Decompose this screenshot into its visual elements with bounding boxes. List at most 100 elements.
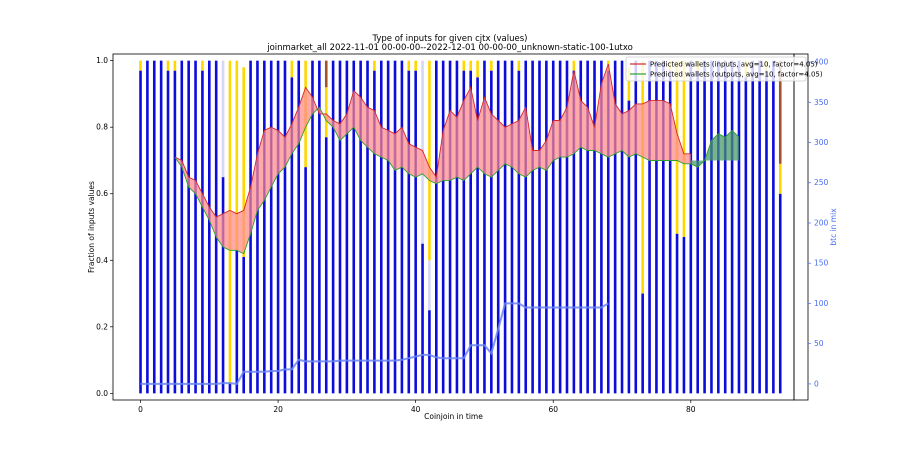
fill-segment — [560, 107, 567, 158]
bar-blue — [331, 60, 335, 394]
x-tick-label: 0 — [138, 405, 143, 414]
chart-title: Type of inputs for given cjtx (values) — [372, 34, 528, 44]
fill-segment — [422, 150, 430, 181]
y-axis-label: Fraction of inputs values — [87, 181, 96, 273]
bar-blue — [613, 60, 617, 394]
bar-blue — [778, 193, 782, 394]
bar-brown — [324, 60, 328, 88]
fill-segment — [415, 147, 423, 178]
bar-blue — [751, 60, 755, 394]
bar-blue — [421, 243, 424, 394]
fill-segment — [291, 107, 299, 154]
bar-yellow — [373, 60, 376, 71]
y-right-tick-label: 50 — [814, 339, 824, 348]
chart-subtitle: joinmarket_all 2022-11-01 00-00-00--2022… — [267, 43, 633, 53]
bar-yellow — [166, 60, 170, 71]
bar-blue — [586, 60, 589, 394]
bar-blue — [600, 60, 603, 394]
x-tick-label: 80 — [686, 405, 696, 414]
bar-blue — [703, 60, 706, 394]
bar-blue — [503, 60, 507, 394]
bar-blue — [496, 60, 500, 394]
fill-segment — [498, 120, 506, 171]
bar-blue — [524, 60, 528, 394]
bar-blue — [579, 60, 583, 394]
bar-blue — [352, 60, 356, 394]
y-tick-label: 0.2 — [96, 322, 108, 331]
fill-segment — [271, 127, 279, 188]
bar-blue — [187, 60, 190, 394]
bar-blue — [428, 310, 431, 394]
fill-segment — [257, 130, 265, 211]
bar-blue — [166, 70, 170, 394]
fill-segment — [663, 100, 671, 161]
fill-segment — [601, 63, 609, 158]
y-right-tick-label: 150 — [814, 259, 829, 268]
bar-blue — [242, 256, 245, 394]
fill-segment — [298, 87, 306, 144]
fill-segment — [635, 103, 643, 158]
bar-blue — [173, 70, 177, 394]
fill-segment — [573, 70, 581, 154]
y-tick-label: 1.0 — [96, 56, 108, 65]
fill-segment — [456, 100, 464, 181]
bar-blue — [682, 236, 686, 394]
y-right-tick-label: 250 — [814, 178, 829, 187]
bar-blue — [208, 60, 211, 394]
fill-segment — [670, 103, 678, 161]
bar-yellow — [407, 60, 411, 71]
fill-segment — [236, 210, 244, 254]
bar-blue — [146, 60, 149, 394]
y-right-tick-label: 400 — [814, 58, 829, 67]
bar-blue — [675, 233, 679, 394]
fill-segment — [374, 110, 382, 158]
fill-segment — [677, 133, 684, 164]
lines-layer — [140, 63, 740, 385]
fill-segment — [229, 210, 237, 251]
fill-segment — [305, 87, 313, 128]
bar-blue — [696, 70, 699, 394]
bar-blue — [565, 60, 569, 394]
bar-blue — [772, 60, 775, 394]
inputs-line — [174, 63, 691, 218]
fill-segment — [649, 100, 657, 161]
bar-blue — [263, 60, 266, 394]
fill-segment — [360, 97, 368, 148]
x-tick-label: 40 — [411, 405, 421, 414]
fill-segment — [622, 110, 629, 158]
bar-yellow — [428, 60, 431, 261]
bar-blue — [201, 70, 204, 394]
fill-segment — [223, 210, 230, 251]
right-axis-frame — [793, 53, 809, 401]
bar-blue — [668, 70, 672, 394]
bar-blue — [290, 77, 294, 394]
bar-blue — [159, 60, 163, 394]
bar-blue — [606, 70, 610, 394]
bar-blue — [256, 60, 259, 394]
y-right-tick-label: 350 — [814, 98, 829, 107]
bar-yellow — [414, 60, 417, 71]
bar-yellow — [641, 60, 644, 294]
fill-segment — [250, 153, 258, 234]
bar-blue — [462, 70, 466, 394]
bar-blue — [393, 60, 397, 394]
bar-blue — [407, 70, 411, 394]
y-right-tick-label: 100 — [814, 299, 829, 308]
bar-blue — [448, 60, 452, 394]
y-axis-right-label: btc in mix — [829, 208, 838, 246]
bar-blue — [483, 60, 486, 394]
y-tick-label: 0.6 — [96, 189, 108, 198]
fill-segment — [732, 130, 739, 161]
ticks-layer: 0 20 40 60 80 0.0 0.2 0.4 0.6 0.8 1.0 0 50 100 150 200 2… — [96, 56, 828, 414]
fill-segment — [615, 103, 623, 154]
fill-segment — [683, 153, 691, 164]
bar-blue — [276, 60, 280, 394]
bar-light — [221, 60, 225, 178]
fill-layer — [174, 63, 739, 254]
bar-yellow — [490, 60, 493, 71]
bar-yellow — [517, 60, 521, 71]
fill-segment — [594, 83, 602, 154]
bar-blue — [318, 60, 321, 394]
fill-segment — [491, 113, 499, 178]
